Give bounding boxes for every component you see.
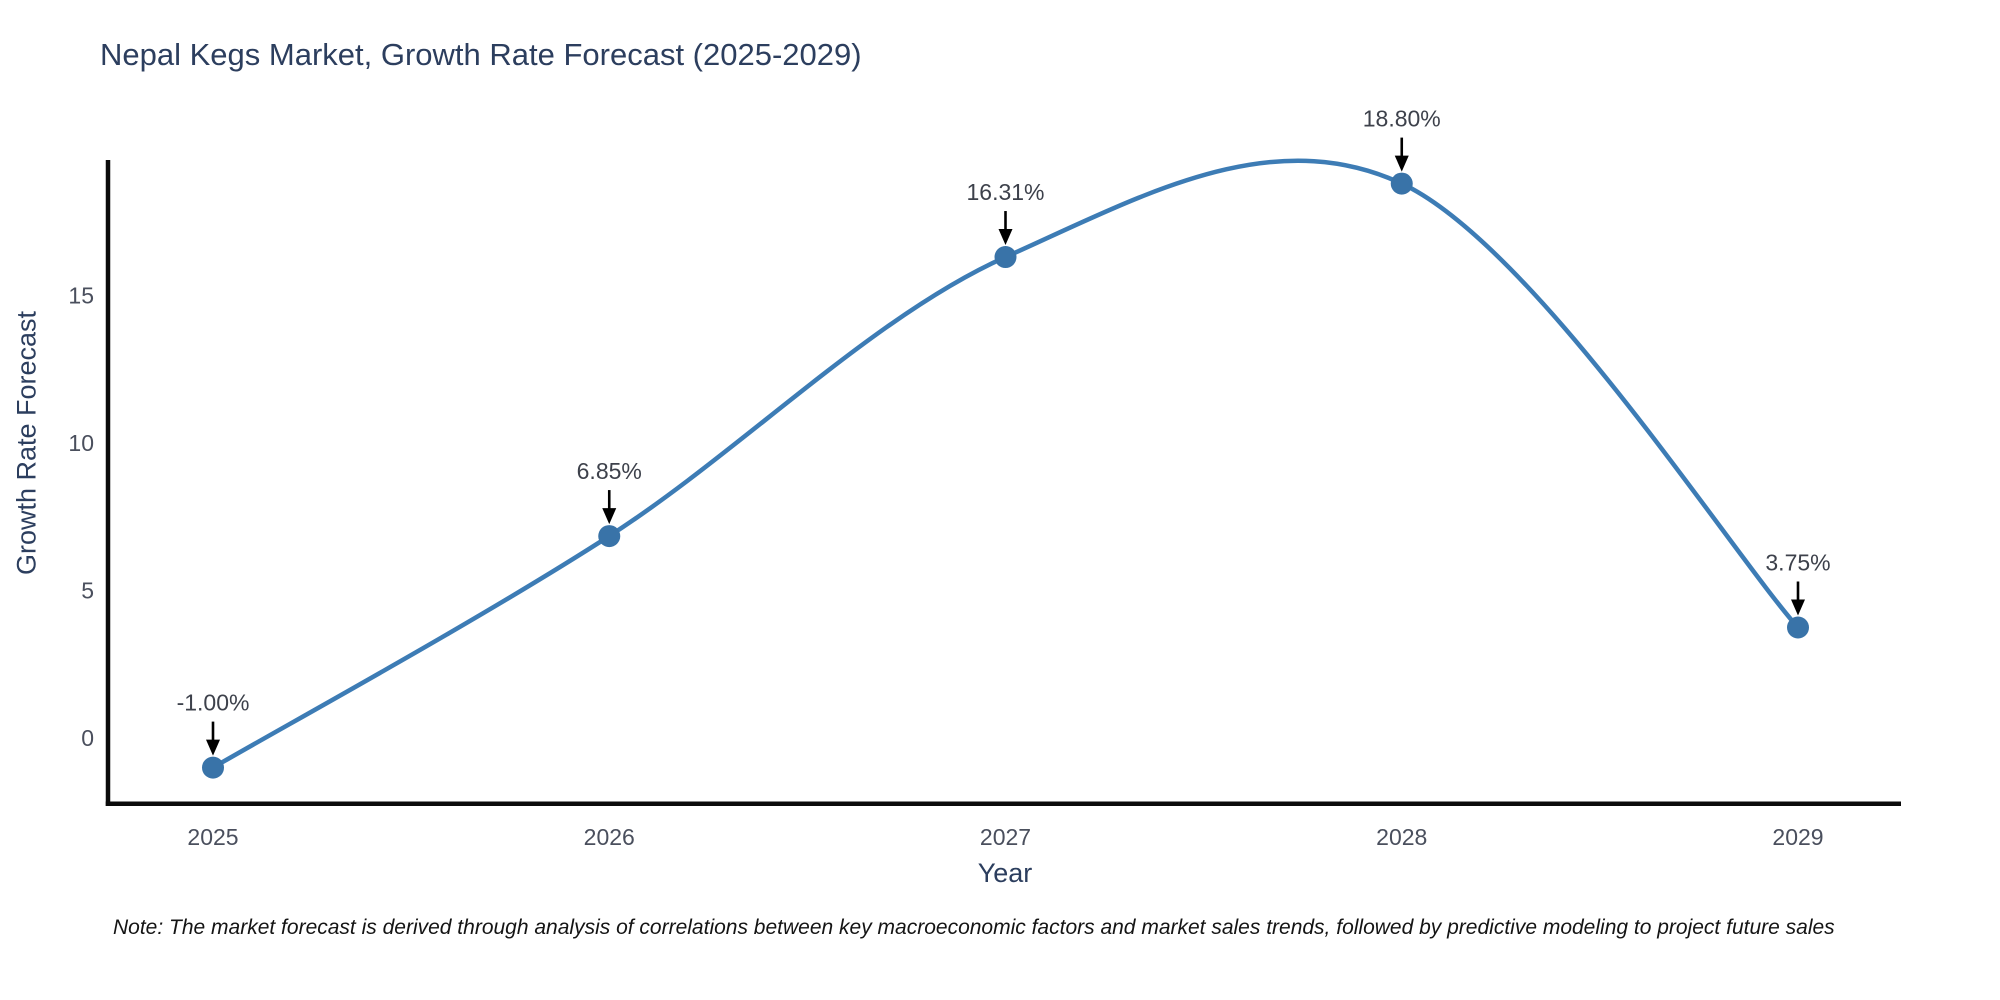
x-tick-label: 2026 [584, 824, 635, 850]
data-point-2028 [1390, 172, 1413, 195]
annotation-arrow-head [998, 229, 1013, 246]
data-point-2027 [994, 246, 1017, 269]
annotation-arrow-head [1791, 599, 1805, 616]
annotation-arrow-head [602, 508, 617, 525]
data-point-2029 [1787, 616, 1809, 639]
x-tick-label: 2025 [187, 824, 238, 850]
point-value-label-2026: 6.85% [577, 458, 642, 484]
annotation-arrow-head [1394, 155, 1409, 172]
y-tick-label: 15 [68, 283, 94, 309]
point-value-label-2025: -1.00% [177, 690, 250, 716]
x-tick-label: 2029 [1772, 824, 1823, 850]
data-point-2025 [202, 756, 224, 779]
y-tick-label: 10 [68, 430, 94, 456]
point-value-label-2029: 3.75% [1765, 550, 1830, 576]
y-tick-label: 0 [81, 725, 94, 751]
y-axis-title: Growth Rate Forecast [11, 310, 42, 576]
x-axis-title: Year [977, 858, 1033, 888]
point-value-label-2027: 16.31% [966, 179, 1044, 205]
y-tick-label: 5 [81, 578, 94, 604]
footnote: Note: The market forecast is derived thr… [113, 916, 1835, 939]
x-tick-label: 2028 [1376, 824, 1427, 850]
data-point-2026 [598, 525, 621, 548]
point-value-label-2028: 18.80% [1363, 106, 1441, 132]
chart-title: Nepal Kegs Market, Growth Rate Forecast … [100, 37, 862, 72]
x-tick-label: 2027 [980, 824, 1031, 850]
annotation-arrow-head [206, 739, 220, 756]
